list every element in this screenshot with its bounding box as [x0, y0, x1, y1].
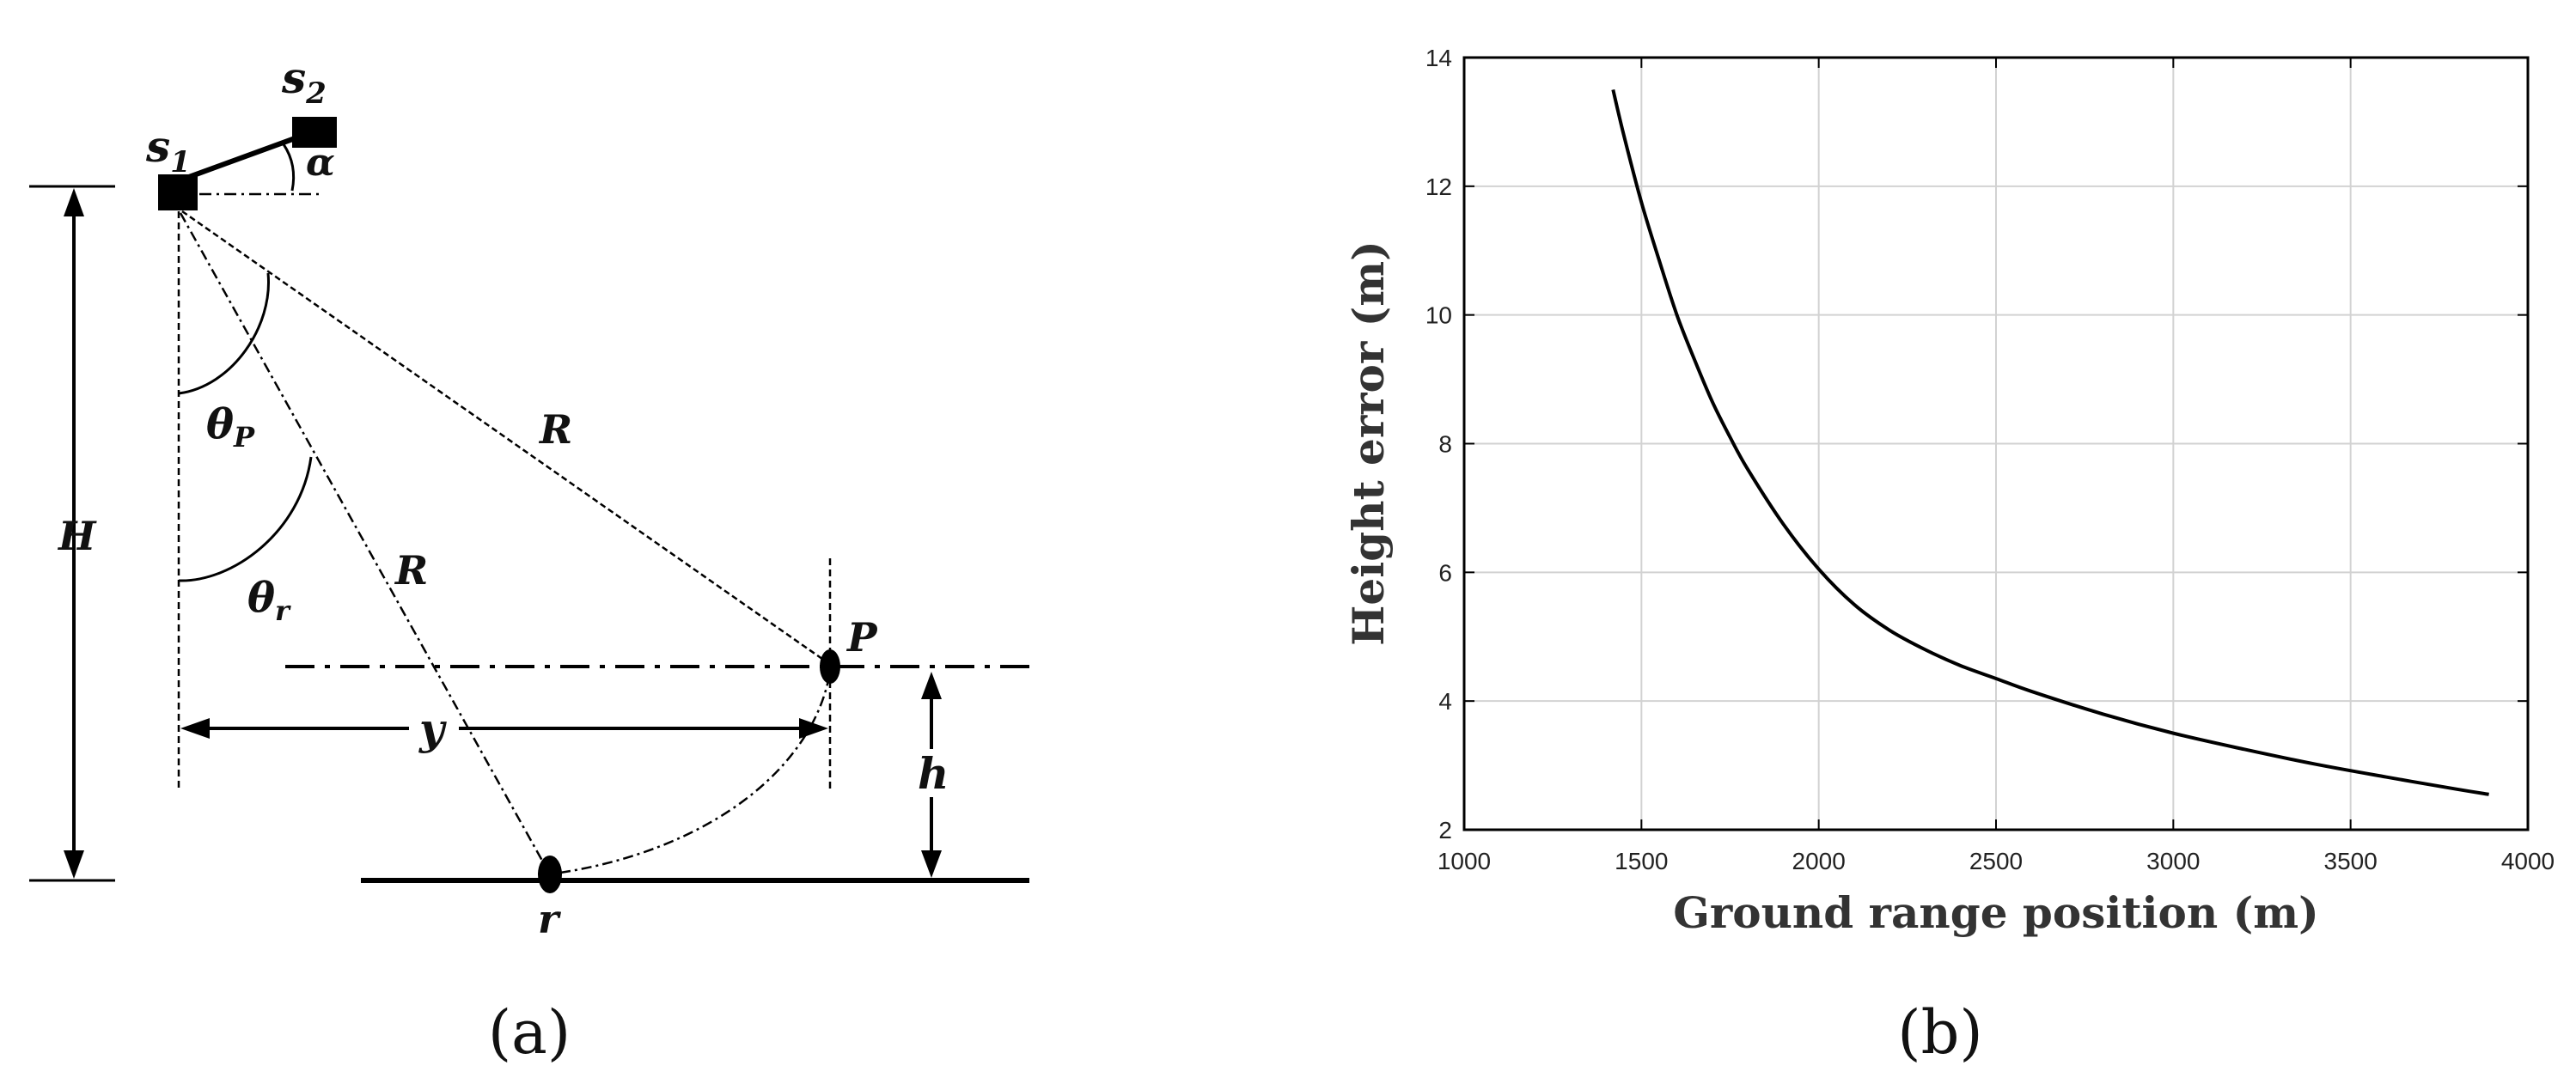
y-tick-label: 12 — [1425, 174, 1452, 200]
baseline-s1-s2 — [187, 135, 299, 180]
axis-ticks: 1000 1500 2000 2500 3000 3500 4000 2 4 6 8 10 12 14 — [1425, 45, 2555, 874]
antenna-s1 — [158, 174, 198, 210]
label-s1: s1 — [145, 121, 191, 180]
y-tick-label: 10 — [1425, 302, 1452, 329]
h-label-gap — [913, 749, 950, 797]
series-line — [1611, 88, 2489, 796]
label-R-lower: R — [394, 547, 428, 594]
y-tick-label: 8 — [1438, 431, 1452, 458]
slant-range-to-P — [181, 210, 829, 665]
y-tick-label: 2 — [1438, 817, 1452, 843]
x-tick-label: 3500 — [2324, 848, 2378, 874]
y-label-gap — [409, 709, 459, 747]
x-tick-label: 1000 — [1438, 848, 1491, 874]
x-tick-label: 4000 — [2501, 848, 2555, 874]
y-arrow-right — [799, 718, 828, 739]
antenna-s2 — [292, 117, 337, 148]
alpha-arc — [282, 143, 296, 192]
label-R-upper: R — [538, 406, 572, 453]
panel-label-a: (a) — [488, 997, 571, 1068]
series-layer — [1611, 88, 2489, 796]
point-r — [538, 856, 562, 893]
label-H: H — [57, 513, 97, 559]
slant-range-to-r — [179, 212, 552, 875]
h-small-arrow-up — [921, 672, 942, 699]
x-tick-label: 3000 — [2146, 848, 2200, 874]
y-tick-label: 14 — [1425, 45, 1452, 71]
x-tick-label: 1500 — [1615, 848, 1668, 874]
range-arc — [559, 679, 830, 874]
label-r: r — [538, 896, 562, 942]
y-axis-title: Height error (m) — [1343, 241, 1394, 646]
h-small-arrow-down — [921, 850, 942, 878]
label-h: h — [918, 748, 949, 799]
theta-p-arc — [178, 272, 270, 395]
theta-r-arc — [178, 456, 313, 582]
x-tick-label: 2000 — [1792, 848, 1846, 874]
point-P — [820, 649, 840, 684]
h-arrow-up — [64, 188, 84, 216]
grid — [1464, 58, 2528, 830]
panel-label-b: (b) — [1897, 997, 1982, 1068]
x-axis-title: Ground range position (m) — [1673, 887, 2319, 938]
label-P: P — [845, 614, 878, 661]
y-tick-label: 4 — [1438, 688, 1452, 715]
height-error-chart: 1000 1500 2000 2500 3000 3500 4000 2 4 6 8 10 12 14 G… — [1343, 45, 2555, 938]
h-arrow-down — [64, 850, 84, 879]
label-theta-r: θr — [247, 574, 291, 627]
label-y: y — [418, 703, 447, 754]
x-tick-label: 2500 — [1969, 848, 2023, 874]
y-arrow-left — [180, 718, 210, 739]
label-theta-p: θP — [206, 400, 255, 454]
geometry-diagram: H s1 s2 α R R θP θr P y — [29, 52, 1029, 942]
label-s2: s2 — [281, 52, 327, 111]
y-tick-label: 6 — [1438, 559, 1452, 586]
label-alpha: α — [306, 141, 335, 185]
